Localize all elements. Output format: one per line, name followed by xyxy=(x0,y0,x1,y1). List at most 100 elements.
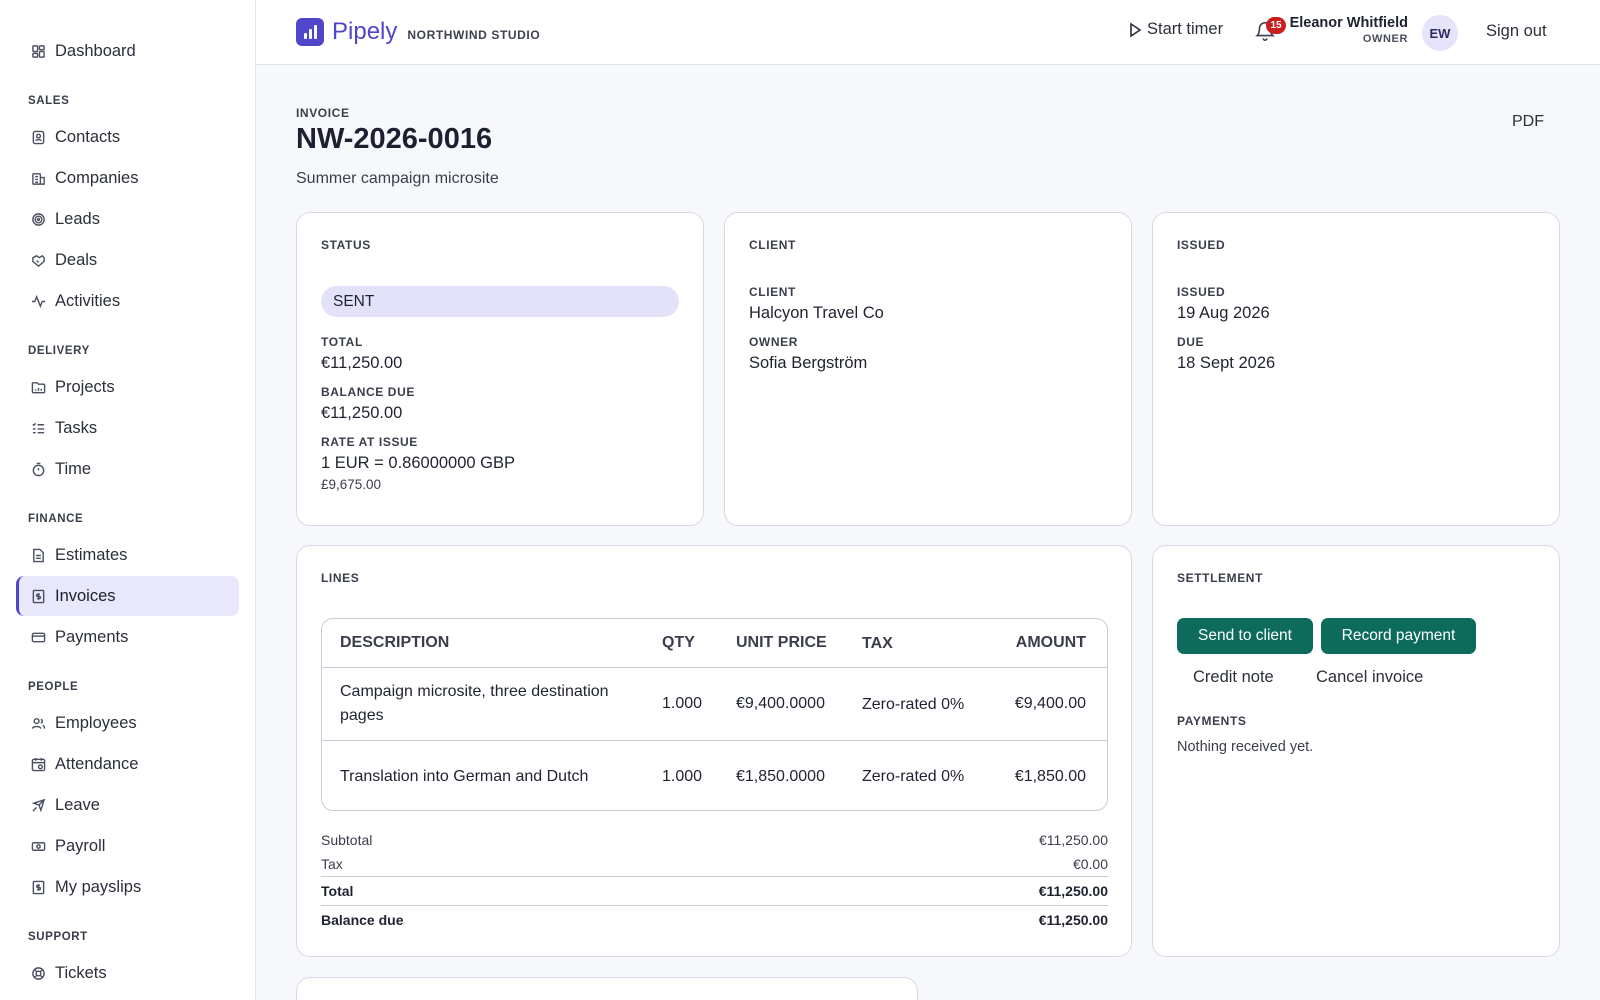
settlement-card: SETTLEMENT Send to client Record payment… xyxy=(1152,545,1560,957)
line-amount: €1,850.00 xyxy=(1014,767,1086,785)
subtotal-value: €11,250.00 xyxy=(1038,832,1108,848)
line-qty: 1.000 xyxy=(662,767,703,785)
card-title: STATUS xyxy=(321,238,371,252)
line-unit-price: €9,400.0000 xyxy=(736,695,825,712)
sidebar-item-payroll[interactable]: Payroll xyxy=(16,826,239,866)
sidebar-item-tickets[interactable]: Tickets xyxy=(16,953,239,993)
brand-logo-icon xyxy=(296,18,324,46)
column-header-amount: AMOUNT xyxy=(1015,634,1086,651)
sidebar-item-dashboard[interactable]: Dashboard xyxy=(16,31,239,71)
owner-label: OWNER xyxy=(749,335,798,349)
start-timer-button[interactable]: Start timer xyxy=(1128,20,1223,39)
tax-value: €0.00 xyxy=(1072,856,1108,872)
activities-icon xyxy=(30,293,46,309)
card-title: SETTLEMENT xyxy=(1177,571,1263,585)
sidebar-section-finance: FINANCE xyxy=(28,513,84,525)
sidebar-item-my-payslips[interactable]: My payslips xyxy=(16,867,239,907)
brand-name: Pipely xyxy=(332,18,398,45)
sidebar-item-label: Tickets xyxy=(55,963,107,982)
card-title: LINES xyxy=(321,571,360,585)
total-label: Total xyxy=(321,883,354,899)
sidebar-item-leave[interactable]: Leave xyxy=(16,785,239,825)
sidebar-section-sales: SALES xyxy=(28,95,70,107)
total-label: TOTAL xyxy=(321,335,363,349)
sidebar-item-leads[interactable]: Leads xyxy=(16,199,239,239)
estimates-icon xyxy=(30,547,46,563)
tax-row: Tax €0.00 xyxy=(321,852,1108,876)
notifications-button[interactable] xyxy=(1254,20,1278,44)
sidebar-item-projects[interactable]: Projects xyxy=(16,367,239,407)
top-bar: Pipely NORTHWIND STUDIO Start timer 15 E… xyxy=(256,0,1600,65)
client-card: CLIENT CLIENT Halcyon Travel Co OWNER So… xyxy=(724,212,1132,526)
brand[interactable]: Pipely NORTHWIND STUDIO xyxy=(296,18,540,46)
issued-card: ISSUED ISSUED 19 Aug 2026 DUE 18 Sept 20… xyxy=(1152,212,1560,526)
sidebar-item-contacts[interactable]: Contacts xyxy=(16,117,239,157)
sign-out-button[interactable]: Sign out xyxy=(1486,22,1547,40)
column-header-qty: QTY xyxy=(662,634,695,651)
balance-due-value: €11,250.00 xyxy=(321,404,403,422)
credit-note-button[interactable]: Credit note xyxy=(1193,668,1274,686)
payments-label: PAYMENTS xyxy=(1177,714,1247,728)
status-badge: SENT xyxy=(321,286,679,317)
avatar[interactable]: EW xyxy=(1422,15,1458,51)
employees-icon xyxy=(30,715,46,731)
sidebar-item-label: Payroll xyxy=(55,836,106,855)
sidebar-item-attendance[interactable]: Attendance xyxy=(16,744,239,784)
org-name: NORTHWIND STUDIO xyxy=(407,28,541,42)
record-payment-button[interactable]: Record payment xyxy=(1321,618,1476,654)
payroll-icon xyxy=(30,838,46,854)
sidebar-item-companies[interactable]: Companies xyxy=(16,158,239,198)
sidebar-item-label: Invoices xyxy=(55,586,116,605)
start-timer-label: Start timer xyxy=(1147,20,1224,38)
line-description: Translation into German and Dutch xyxy=(340,767,589,785)
card-title: ISSUED xyxy=(1177,238,1226,252)
sidebar-item-invoices[interactable]: Invoices xyxy=(16,576,239,616)
pdf-button[interactable]: PDF xyxy=(1512,113,1544,130)
totals-summary: Subtotal €11,250.00 Tax €0.00 Total €11,… xyxy=(321,828,1108,934)
notification-count-badge: 15 xyxy=(1266,17,1286,34)
sidebar-item-time[interactable]: Time xyxy=(16,449,239,489)
lines-card: LINES DESCRIPTION QTY UNIT PRICE TAX AMO… xyxy=(296,545,1132,957)
sidebar-item-estimates[interactable]: Estimates xyxy=(16,535,239,575)
client-name[interactable]: Halcyon Travel Co xyxy=(749,304,884,322)
sidebar-item-payments[interactable]: Payments xyxy=(16,617,239,657)
lines-table: DESCRIPTION QTY UNIT PRICE TAX AMOUNT Ca… xyxy=(321,618,1108,811)
total-value: €11,250.00 xyxy=(321,354,403,372)
client-label: CLIENT xyxy=(749,285,796,299)
send-to-client-button[interactable]: Send to client xyxy=(1177,618,1313,654)
bell-icon xyxy=(1254,22,1276,41)
balance-due-label: Balance due xyxy=(321,912,404,928)
status-card: STATUS SENT TOTAL €11,250.00 BALANCE DUE… xyxy=(296,212,704,526)
sidebar-item-employees[interactable]: Employees xyxy=(16,703,239,743)
balance-due-value: €11,250.00 xyxy=(1038,912,1108,928)
deals-icon xyxy=(30,252,46,268)
subtotal-label: Subtotal xyxy=(321,832,373,848)
user-name: Eleanor Whitfield xyxy=(1289,15,1408,31)
dashboard-icon xyxy=(30,43,46,59)
sidebar-item-label: Leads xyxy=(55,209,100,228)
sidebar-item-tasks[interactable]: Tasks xyxy=(16,408,239,448)
line-tax: Zero-rated 0% xyxy=(862,768,965,785)
time-icon xyxy=(30,461,46,477)
tasks-icon xyxy=(30,420,46,436)
sidebar-item-label: Payments xyxy=(55,627,129,646)
line-qty: 1.000 xyxy=(662,695,703,712)
user-info[interactable]: Eleanor Whitfield OWNER xyxy=(1290,15,1408,45)
sidebar-item-deals[interactable]: Deals xyxy=(16,240,239,280)
column-header-unit-price: UNIT PRICE xyxy=(736,634,827,651)
sidebar-item-label: Projects xyxy=(55,377,115,396)
sidebar-item-label: Estimates xyxy=(55,545,128,564)
page-subtitle: Summer campaign microsite xyxy=(296,170,499,187)
table-row: Translation into German and Dutch 1.000 … xyxy=(322,740,1107,810)
cancel-invoice-button[interactable]: Cancel invoice xyxy=(1316,668,1424,686)
rate-value: 1 EUR = 0.86000000 GBP xyxy=(321,454,516,472)
table-header: DESCRIPTION QTY UNIT PRICE TAX AMOUNT xyxy=(322,619,1107,668)
sidebar-item-label: Employees xyxy=(55,713,137,732)
document-kind: INVOICE xyxy=(296,106,350,120)
sidebar-item-label: Leave xyxy=(55,795,100,814)
sidebar-item-label: Dashboard xyxy=(55,41,136,60)
line-amount: €9,400.00 xyxy=(1014,695,1086,712)
due-label: DUE xyxy=(1177,335,1205,349)
sidebar-item-activities[interactable]: Activities xyxy=(16,281,239,321)
subtotal-row: Subtotal €11,250.00 xyxy=(321,828,1108,852)
